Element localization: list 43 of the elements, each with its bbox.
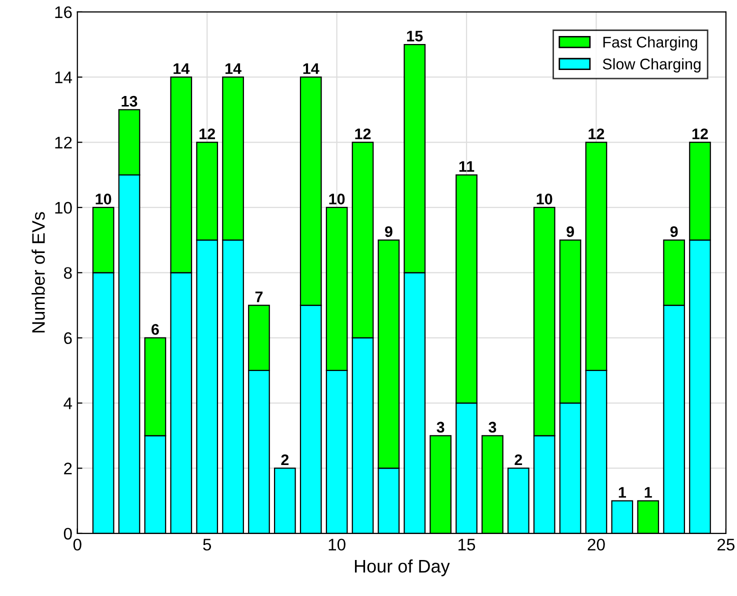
- total-label: 12: [692, 128, 708, 140]
- total-label: 14: [226, 63, 242, 74]
- total-label: 3: [488, 422, 496, 433]
- total-label: 10: [536, 194, 552, 204]
- total-label: 9: [384, 226, 392, 238]
- x-tick-label: 15: [458, 538, 476, 551]
- total-label: 7: [255, 292, 263, 302]
- total-label: 10: [329, 194, 345, 204]
- legend-label: Fast Charging: [603, 36, 698, 51]
- y-tick-label: 2: [64, 462, 72, 474]
- total-label: 3: [436, 422, 444, 433]
- y-tick-label: 14: [55, 72, 72, 84]
- legend-label: Slow Charging: [602, 58, 701, 72]
- total-label: 10: [96, 194, 112, 204]
- x-tick-label: 5: [203, 538, 212, 551]
- y-tick-label: 10: [55, 202, 72, 214]
- y-axis-title: Number of EVs: [32, 212, 45, 332]
- total-label: 13: [122, 96, 138, 107]
- total-label: 11: [459, 161, 474, 172]
- total-label: 15: [407, 30, 423, 42]
- total-label: 1: [644, 487, 652, 498]
- total-label: 12: [200, 128, 215, 140]
- total-label: 9: [566, 226, 574, 238]
- total-label: 1: [618, 487, 626, 498]
- x-tick-label: 25: [718, 538, 735, 551]
- x-tick-label: 20: [588, 538, 605, 551]
- y-tick-label: 16: [55, 6, 72, 18]
- y-tick-label: 12: [55, 136, 72, 148]
- total-label: 9: [670, 226, 678, 238]
- x-axis-title: Hour of Day: [354, 559, 450, 576]
- total-label: 12: [355, 128, 371, 140]
- total-label: 14: [174, 63, 190, 74]
- y-tick-label: 4: [64, 398, 72, 410]
- y-tick-label: 0: [64, 528, 72, 540]
- total-label: 2: [514, 454, 522, 466]
- total-label: 6: [152, 324, 159, 335]
- y-tick-label: 8: [64, 267, 72, 279]
- total-label: 2: [281, 454, 289, 466]
- total-label: 14: [303, 63, 320, 74]
- x-tick-label: 0: [73, 538, 82, 551]
- total-label: 12: [588, 128, 604, 140]
- x-tick-label: 10: [328, 538, 346, 551]
- y-tick-label: 6: [64, 332, 72, 344]
